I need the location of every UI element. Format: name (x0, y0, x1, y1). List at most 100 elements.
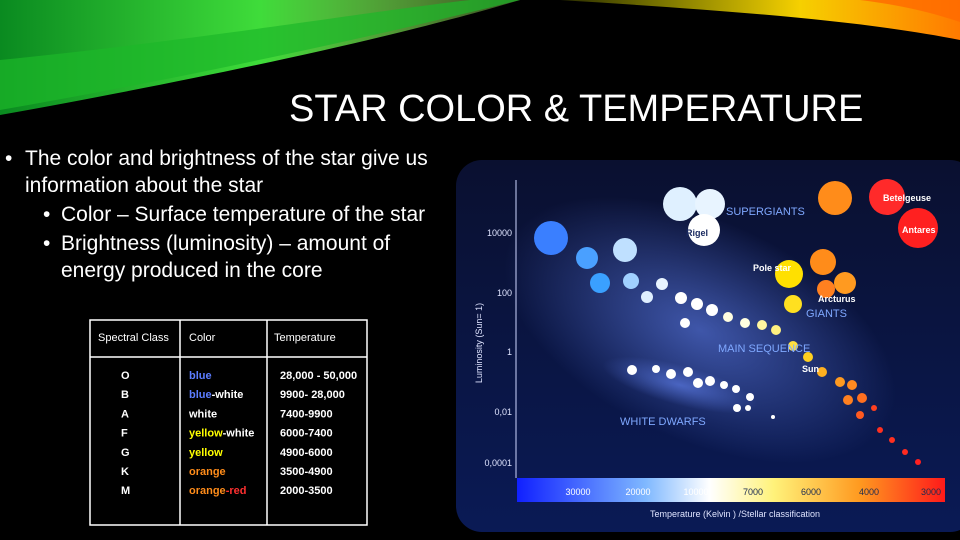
star (705, 376, 715, 386)
y-tick-label: 0,01 (494, 407, 512, 417)
color-name: yellow (189, 447, 223, 459)
x-tick-label: 20000 (625, 487, 650, 497)
star (706, 304, 718, 316)
star (915, 459, 921, 465)
swoosh (560, 0, 960, 40)
star (656, 278, 668, 290)
star (818, 181, 852, 215)
star (733, 404, 741, 412)
star (835, 377, 845, 387)
x-tick-label: 7000 (743, 487, 763, 497)
star (534, 221, 568, 255)
swoosh (0, 0, 520, 110)
spectral-class: A (121, 408, 129, 420)
temperature: 7400-9900 (280, 408, 333, 420)
spectral-class: G (121, 447, 130, 459)
star (877, 427, 883, 433)
star (856, 411, 864, 419)
star (693, 378, 703, 388)
diagram-label: Sun (802, 364, 819, 374)
diagram-label: Antares (902, 225, 936, 235)
star (691, 298, 703, 310)
table-border (89, 319, 368, 526)
table-text: Spectral Class Color Temperature O blue 28,00… (98, 332, 357, 497)
bullet: Brightness (luminosity) – amount of ener… (5, 230, 445, 284)
temperature: 2000-3500 (280, 485, 333, 497)
x-tick-label: 10000 (683, 487, 708, 497)
star (663, 187, 697, 221)
diagram-text: 10000 100 1 0,01 0,0001 Luminosity (Sun= 1) 30… (474, 193, 941, 519)
color-part: orange (189, 466, 226, 478)
table-header: Temperature (274, 332, 336, 344)
temperature: 9900- 28,000 (280, 389, 345, 401)
spectral-class: O (121, 370, 130, 382)
star (723, 312, 733, 322)
y-tick-label: 10000 (487, 228, 512, 238)
x-axis-label: Temperature (Kelvin ) /Stellar classific… (650, 509, 820, 519)
color-part: white (188, 408, 217, 420)
color-name: orange (189, 466, 226, 478)
diagram-label: MAIN SEQUENCE (718, 343, 810, 355)
diagram-label: Arcturus (818, 294, 856, 304)
title: STAR COLOR & TEMPERATURE (289, 88, 864, 130)
diagram-label: Betelgeuse (883, 193, 931, 203)
table-header: Spectral Class (98, 332, 169, 344)
star (746, 393, 754, 401)
star (810, 249, 836, 275)
star (843, 395, 853, 405)
bullet-list: The color and brightness of the star giv… (5, 145, 445, 284)
swoosh (860, 0, 960, 22)
color-name: blue-white (189, 389, 243, 401)
star (680, 318, 690, 328)
star (784, 295, 802, 313)
star (590, 273, 610, 293)
color-part: -red (226, 485, 247, 497)
star (745, 405, 751, 411)
color-name: blue (189, 370, 212, 382)
color-part: -white (212, 389, 244, 401)
star (641, 291, 653, 303)
star (902, 449, 908, 455)
spectral-class: B (121, 389, 129, 401)
star (847, 380, 857, 390)
star (817, 367, 827, 377)
star (889, 437, 895, 443)
star (771, 415, 775, 419)
x-tick-label: 30000 (565, 487, 590, 497)
diagram-label: GIANTS (806, 308, 847, 320)
star (775, 260, 803, 288)
star (613, 238, 637, 262)
star (675, 292, 687, 304)
stars (534, 179, 938, 465)
star (627, 365, 637, 375)
diagram-label: Rigel (686, 228, 708, 238)
color-name: orange-red (189, 485, 246, 497)
star (683, 367, 693, 377)
temperature: 3500-4900 (280, 466, 333, 478)
x-tick-label: 3000 (921, 487, 941, 497)
temperature: 4900-6000 (280, 447, 333, 459)
spectrum-bar (517, 478, 945, 502)
color-part: blue (189, 389, 212, 401)
y-axis-label: Luminosity (Sun= 1) (474, 303, 484, 383)
star (803, 352, 813, 362)
temperature: 28,000 - 50,000 (280, 370, 357, 382)
color-part: yellow (189, 428, 223, 440)
star (857, 393, 867, 403)
star (898, 208, 938, 248)
spectral-class: K (121, 466, 129, 478)
bullet: The color and brightness of the star giv… (5, 145, 445, 199)
x-tick-label: 4000 (859, 487, 879, 497)
star (771, 325, 781, 335)
star (869, 179, 905, 215)
diagram-label: WHITE DWARFS (620, 416, 706, 428)
spectral-class: M (121, 485, 130, 497)
star (720, 381, 728, 389)
star (688, 214, 720, 246)
temperature: 6000-7400 (280, 428, 333, 440)
glow (602, 356, 758, 414)
star (695, 189, 725, 219)
diagram-label: SUPERGIANTS (726, 206, 805, 218)
